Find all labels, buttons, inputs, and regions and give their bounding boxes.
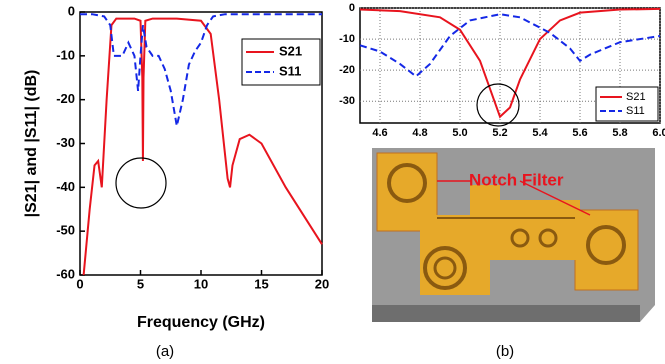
caption: (a) xyxy=(156,343,174,360)
x-tick-label: 5 xyxy=(137,276,144,291)
x-tick-label: 5.2 xyxy=(492,127,507,139)
x-tick-label: 10 xyxy=(194,276,208,291)
x-tick-label: 5.8 xyxy=(612,127,627,139)
x-tick-label: 15 xyxy=(254,276,268,291)
y-tick-label: -30 xyxy=(56,135,75,150)
y-tick-label: -10 xyxy=(339,33,355,45)
y-tick-label: -50 xyxy=(56,223,75,238)
y-tick-label: 0 xyxy=(349,2,355,14)
page: Notch Filter -60 -50 -40 -30 -20 -10 0 0 5 10 15 20… xyxy=(0,0,665,364)
y-tick-label: -60 xyxy=(56,266,75,281)
legend-label: S21 xyxy=(626,91,646,103)
y-tick-label: -30 xyxy=(339,95,355,107)
y-tick-label: -20 xyxy=(56,91,75,106)
x-tick-label: 20 xyxy=(315,276,329,291)
x-tick-label: 0 xyxy=(76,276,83,291)
highlight-circle xyxy=(477,84,519,126)
figure: Notch Filter -60 -50 -40 -30 -20 -10 0 0 5 10 15 20… xyxy=(0,0,665,364)
series-line xyxy=(360,14,660,76)
y-tick-label: 0 xyxy=(68,3,75,18)
y-tick-label: -10 xyxy=(56,47,75,62)
y-tick-label: -40 xyxy=(56,179,75,194)
x-tick-label: 5.6 xyxy=(572,127,587,139)
legend-label: S11 xyxy=(279,63,301,78)
caption: (b) xyxy=(496,343,514,360)
x-tick-label: 5.0 xyxy=(452,127,467,139)
x-tick-label: 4.8 xyxy=(412,127,427,139)
x-tick-label: 6.0 xyxy=(652,127,665,139)
y-tick-label: -20 xyxy=(339,64,355,76)
annotation: Notch Filter xyxy=(469,170,564,189)
highlight-circle xyxy=(116,158,166,208)
legend-label: S11 xyxy=(626,105,645,117)
legend-label: S21 xyxy=(279,43,302,58)
x-axis-label: Frequency (GHz) xyxy=(137,314,265,331)
x-tick-label: 4.6 xyxy=(372,127,387,139)
y-axis-label: |S21| and |S11| (dB) xyxy=(23,70,40,218)
x-tick-label: 5.4 xyxy=(532,127,548,139)
